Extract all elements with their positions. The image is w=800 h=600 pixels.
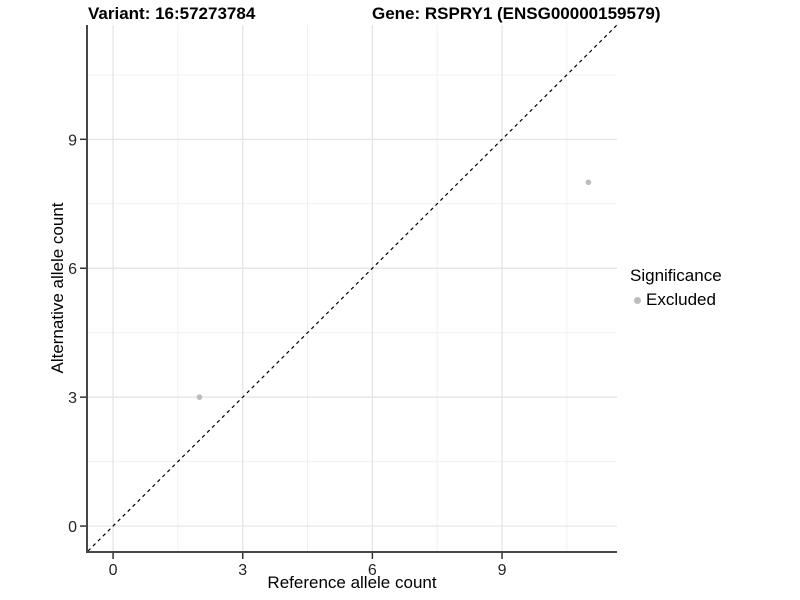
data-point xyxy=(585,179,592,186)
x-tick-label: 6 xyxy=(368,562,377,579)
legend-item-excluded: Excluded xyxy=(630,290,722,310)
legend: Significance Excluded xyxy=(630,266,722,310)
gene-title: Gene: RSPRY1 (ENSG00000159579) xyxy=(372,4,661,23)
y-tick-label: 6 xyxy=(68,261,77,278)
x-tick-label: 0 xyxy=(109,562,118,579)
identity-line xyxy=(87,24,618,552)
y-tick-label: 9 xyxy=(68,132,77,149)
x-axis-title: Reference allele count xyxy=(267,573,437,592)
legend-item-label: Excluded xyxy=(646,290,716,309)
excluded-point-swatch xyxy=(634,296,641,304)
variant-title: Variant: 16:57273784 xyxy=(88,4,256,23)
y-tick-label: 3 xyxy=(68,390,77,407)
y-tick-label: 0 xyxy=(68,519,77,536)
y-axis-title: Alternative allele count xyxy=(48,202,67,374)
x-tick-label: 9 xyxy=(498,562,507,579)
data-point xyxy=(196,394,203,400)
legend-title: Significance xyxy=(630,266,722,285)
x-tick-label: 3 xyxy=(238,562,247,579)
